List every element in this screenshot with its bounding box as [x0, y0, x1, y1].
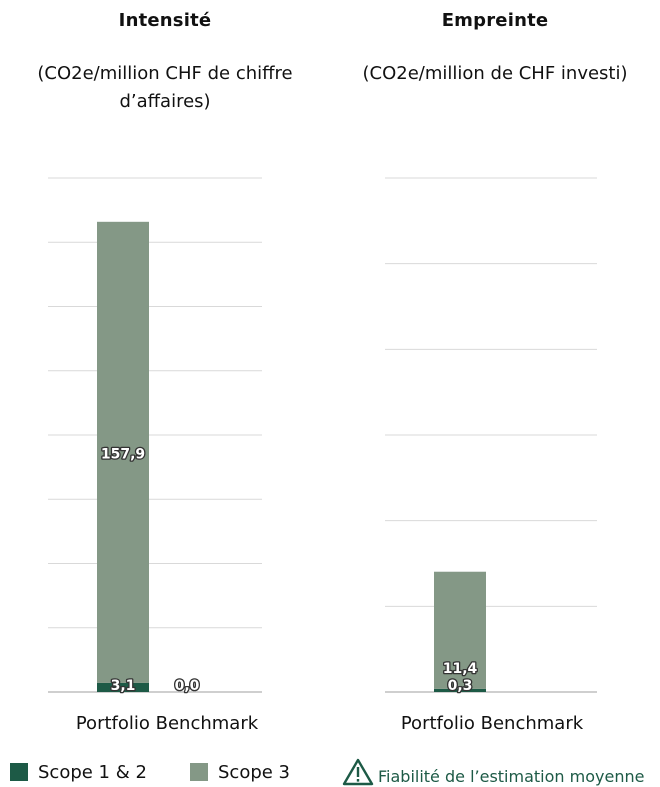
legend-item-scope-1-2: Scope 1 & 2 — [10, 760, 147, 784]
chart-subtitle-intensity-line1: (CO2e/million CHF de chiffre — [37, 63, 293, 84]
bars-footprint — [434, 571, 486, 692]
intensity-data-label-portfolio-scope-1-2: 3,1 — [111, 678, 136, 694]
x-axis-label-intensity: Portfolio Benchmark — [76, 713, 259, 734]
intensity-bar-portfolio-scope-1-2 — [97, 682, 149, 692]
chart-title-footprint: Empreinte — [441, 10, 549, 31]
legend-swatch-scope-3 — [190, 763, 208, 781]
reliability-label: Fiabilité de l’estimation moyenne — [378, 767, 645, 786]
intensity-data-label-benchmark-scope-1-2: 0,0 — [175, 678, 200, 694]
footprint-data-label-portfolio-scope-1-2: 0,3 — [448, 678, 473, 694]
intensity-data-label-portfolio-scope-3: 157,9 — [101, 446, 145, 462]
data-labels-intensity: 3,1 157,9 0,0 — [100, 445, 201, 695]
gridlines-footprint — [385, 177, 597, 693]
intensity-bar-portfolio-scope-3 — [97, 221, 149, 683]
reliability-indicator: Fiabilité de l’estimation moyenne — [342, 758, 644, 786]
footprint-bar-portfolio-scope-3 — [434, 571, 486, 689]
footprint-data-label-portfolio-scope-3: 11,4 — [443, 661, 478, 677]
chart-plot-footprint: 0,311,4 Portfolio Benchmark — [385, 177, 597, 734]
chart-subtitle-intensity-line2: d’affaires) — [119, 91, 211, 112]
footprint-bar-portfolio-scope-1-2 — [434, 688, 486, 692]
chart-title-intensity: Intensité — [118, 10, 212, 31]
data-labels-footprint: 0,311,4 — [441, 660, 478, 696]
legend-swatch-scope-1-2 — [10, 763, 28, 781]
chart-legend: Scope 1 & 2 Scope 3 — [0, 760, 660, 784]
warning-triangle-icon — [342, 758, 374, 786]
legend-label-scope-1-2: Scope 1 & 2 — [38, 761, 147, 783]
chart-subtitle-intensity: (CO2e/million CHF de chiffre d’affaires) — [0, 60, 330, 116]
legend-label-scope-3: Scope 3 — [218, 761, 291, 783]
bars-intensity — [97, 221, 149, 692]
chart-plot-intensity: 3,1 157,9 0,0 Portfolio Benchmark — [48, 177, 262, 734]
chart-subtitle-footprint-line1: (CO2e/million de CHF investi) — [362, 63, 628, 84]
x-axis-label-footprint: Portfolio Benchmark — [401, 713, 584, 734]
gridlines-intensity — [48, 177, 262, 693]
chart-subtitle-footprint: (CO2e/million de CHF investi) — [330, 60, 660, 88]
legend-item-scope-3: Scope 3 — [190, 760, 290, 784]
